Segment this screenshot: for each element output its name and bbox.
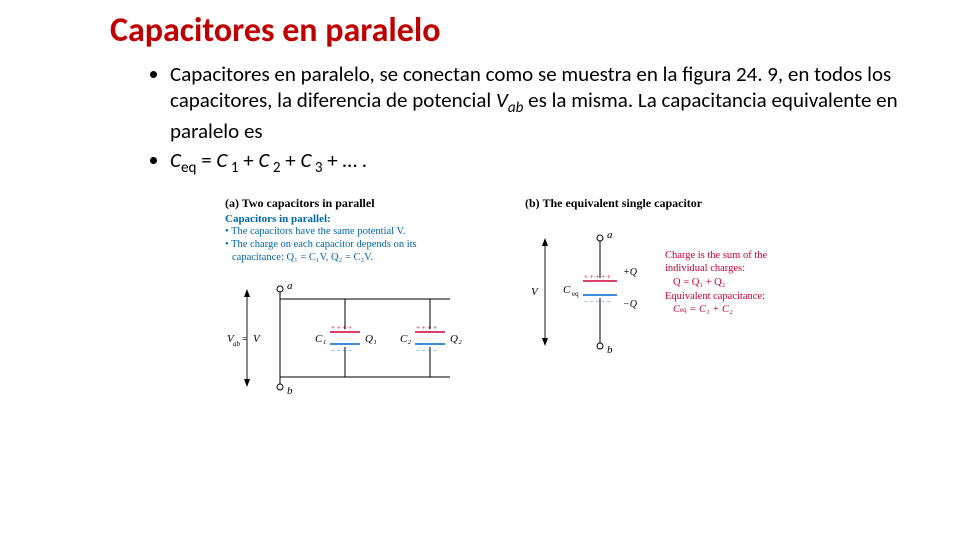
figure-row: (a) Two capacitors in parallel Capacitor… (225, 196, 920, 399)
svg-text:eq: eq (572, 290, 579, 298)
figure-panel-b: (b) The equivalent single capacitor V a … (525, 196, 815, 399)
svg-text:+ + + +: + + + + (416, 324, 437, 332)
svg-text:C: C (563, 284, 571, 296)
svg-text:Q₂: Q₂ (450, 333, 462, 345)
svg-text:a: a (287, 280, 293, 292)
svg-text:b: b (287, 385, 293, 397)
svg-text:C₂: C₂ (400, 333, 411, 345)
panel-a-blue-head: Capacitors in parallel: (225, 213, 505, 225)
svg-text:b: b (607, 344, 613, 356)
page-title: Capacitores en paralelo (110, 10, 920, 51)
svg-text:V: V (531, 286, 539, 298)
svg-text:−Q: −Q (623, 299, 638, 310)
red-text-2: individual charges: (665, 262, 767, 276)
svg-text:− − − −: − − − − (331, 347, 352, 355)
panel-a-blue-line2a: • The charge on each capacitor depends o… (225, 238, 505, 251)
svg-text:+Q: +Q (623, 267, 638, 278)
svg-text:V: V (253, 333, 261, 345)
bullet-2: Ceq = C 1 + C 2 + C 3 + … . (170, 147, 920, 178)
svg-text:=: = (242, 334, 248, 345)
svg-text:ab: ab (233, 340, 241, 348)
svg-text:− − − −: − − − − (416, 347, 437, 355)
svg-text:Q₁: Q₁ (365, 333, 377, 345)
bullet-list: Capacitores en paralelo, se conectan com… (110, 61, 920, 178)
bullet-1: Capacitores en paralelo, se conectan com… (170, 61, 920, 145)
panel-a-caption: (a) Two capacitors in parallel (225, 196, 505, 211)
svg-text:+ + + + +: + + + + + (584, 273, 611, 281)
svg-text:+ + + +: + + + + (331, 324, 352, 332)
red-text-4: Equivalent capacitance: (665, 290, 767, 304)
red-text-1: Charge is the sum of the (665, 249, 767, 263)
figure-panel-a: (a) Two capacitors in parallel Capacitor… (225, 196, 505, 399)
svg-text:− − − − −: − − − − − (584, 298, 611, 306)
panel-a-blue-line2b: capacitance: Q₁ = C₁V, Q₂ = C₂V. (232, 251, 505, 264)
circuit-b-icon: V a b C eq + + + + + − − − (525, 213, 665, 363)
red-text-5: Ceq = C₁ + C₂ (673, 303, 767, 317)
panel-b-caption: (b) The equivalent single capacitor (525, 196, 815, 211)
red-text-3: Q = Q₁ + Q₂ (673, 276, 767, 290)
svg-text:a: a (607, 229, 613, 241)
panel-a-blue-line1: • The capacitors have the same potential… (225, 225, 505, 238)
circuit-a-icon: V ab = V a b (225, 264, 485, 399)
svg-text:C₁: C₁ (315, 333, 326, 345)
